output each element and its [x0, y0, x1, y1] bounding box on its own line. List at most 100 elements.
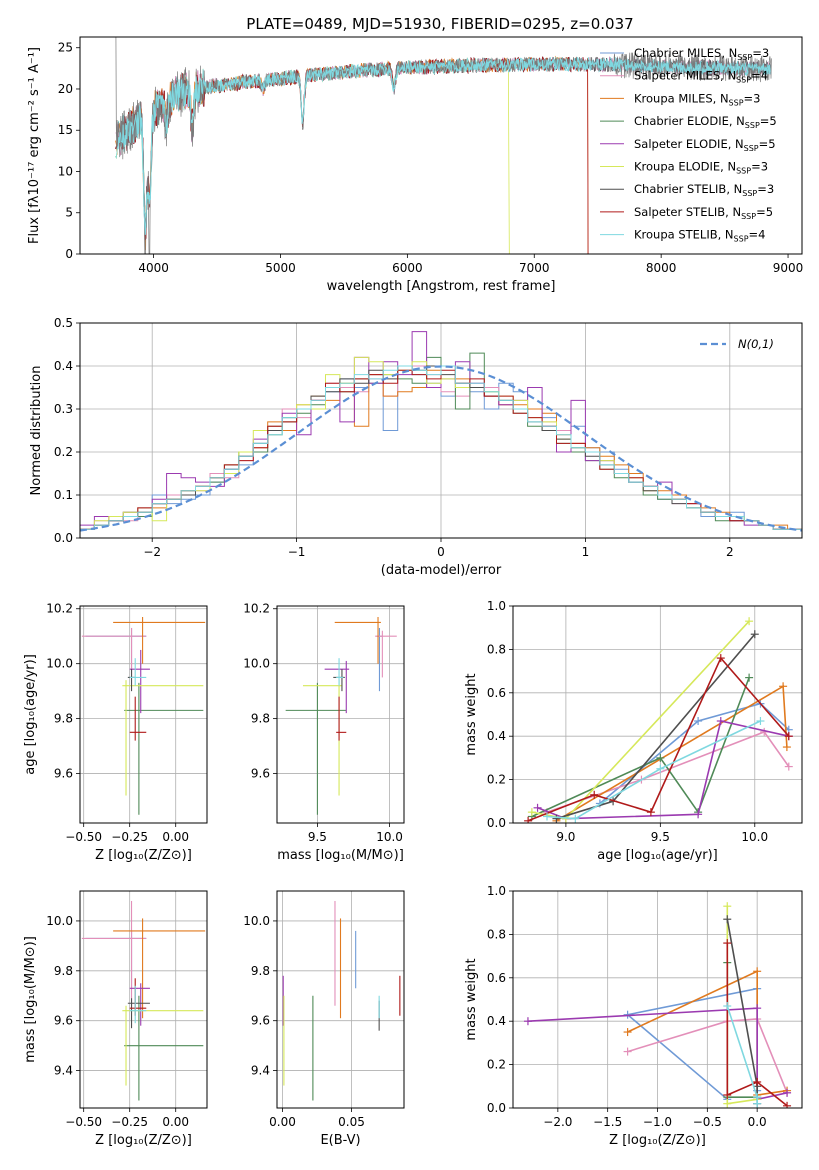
- errorbar-point: [124, 995, 204, 1101]
- y-tick-label: 9.8: [251, 964, 270, 978]
- weight-marker: [656, 764, 665, 773]
- weight-marker: [779, 682, 788, 691]
- weight-marker: [656, 753, 665, 762]
- legend-entry: Kroupa STELIB, NSSP=4: [634, 228, 765, 244]
- axes-frame: [276, 890, 405, 1109]
- y-tick-label: 0.2: [487, 1058, 506, 1072]
- x-tick-label: −0.5: [693, 1115, 722, 1129]
- x-axis-label: E(B-V): [320, 1133, 360, 1148]
- y-tick-label: 9.6: [251, 1014, 270, 1028]
- axes-frame: [276, 605, 405, 824]
- y-tick-label: 10.0: [46, 914, 73, 928]
- weight-marker: [523, 1017, 532, 1026]
- y-tick-label: 5: [65, 206, 73, 220]
- errorbar-point: [324, 660, 350, 714]
- y-tick-label: 0.6: [487, 971, 506, 985]
- errorbar-point: [122, 680, 204, 796]
- x-tick-label: 2: [726, 545, 734, 559]
- weight-line-salpeter-stelib: [726, 943, 788, 1107]
- y-tick-label: 0.4: [487, 729, 506, 743]
- y-tick-label: 15: [58, 123, 73, 137]
- panel-age_vs_Z: −0.50 −0.25 0.00 9.6 9.8 10.0 10.2 Z [log₁₀(Z/Z…: [23, 602, 208, 863]
- y-axis-label: mass [log₁₀(M/M⊙)]: [23, 936, 38, 1063]
- y-tick-label: 10.2: [46, 602, 73, 616]
- x-tick-label: 0.00: [269, 1115, 296, 1129]
- errorbar-point: [375, 630, 397, 678]
- y-axis-label: age [log₁₀(age/yr)]: [23, 654, 38, 775]
- weight-marker: [723, 1090, 732, 1099]
- gaussian-curve: [80, 365, 802, 532]
- errorbar-point: [336, 696, 347, 741]
- legend-entry: Chabrier MILES, NSSP=3: [634, 46, 769, 62]
- legend-entry: Chabrier STELIB, NSSP=3: [634, 182, 774, 198]
- weight-marker: [527, 808, 536, 817]
- y-tick-label: 1.0: [487, 884, 506, 898]
- axes-frame: [79, 605, 208, 824]
- weight-marker: [533, 803, 542, 812]
- weight-marker: [753, 1099, 762, 1108]
- x-axis-label: mass [log₁₀(M/M⊙)]: [277, 848, 404, 863]
- figure-title: PLATE=0489, MJD=51930, FIBERID=0295, z=0…: [246, 15, 633, 33]
- panel-spectrum: 4000 5000 6000 7000 8000 9000 0 5 10 15 20 25 wavele…: [27, 36, 804, 294]
- x-tick-label: 0.05: [338, 1115, 365, 1129]
- histogram-kroupa-stelib: [80, 365, 802, 530]
- x-tick-label: 9.5: [651, 830, 670, 844]
- weight-marker: [745, 617, 754, 626]
- weight-marker: [552, 814, 561, 823]
- x-axis-label: Z [log₁₀(Z/Z⊙)]: [95, 848, 192, 863]
- x-tick-label: 10.0: [741, 830, 768, 844]
- y-tick-label: 1.0: [487, 599, 506, 613]
- errorbar-point: [124, 682, 204, 815]
- weight-marker: [571, 814, 580, 823]
- y-tick-label: 10.0: [243, 657, 270, 671]
- y-tick-label: 0.2: [54, 445, 73, 459]
- legend-entry: N(0,1): [738, 337, 774, 351]
- y-tick-label: 9.4: [54, 1064, 73, 1078]
- errorbar-point: [336, 658, 344, 686]
- errorbar-point: [113, 918, 206, 1019]
- weight-line-salpeter-elodie: [527, 1007, 788, 1101]
- legend-entry: Chabrier ELODIE, NSSP=5: [634, 114, 777, 130]
- x-tick-label: 9000: [773, 261, 804, 275]
- weight-marker: [716, 654, 725, 663]
- weight-marker: [783, 1088, 792, 1097]
- y-tick-label: 9.8: [54, 712, 73, 726]
- errorbar-point: [113, 616, 206, 664]
- y-tick-label: 10.0: [46, 657, 73, 671]
- plot-area: [115, 37, 772, 254]
- x-axis-label: (data-model)/error: [381, 563, 502, 578]
- weight-marker: [723, 902, 732, 911]
- weight-marker: [524, 816, 533, 823]
- weight-line-kroupa-stelib: [546, 720, 761, 820]
- y-tick-label: 0.2: [487, 773, 506, 787]
- plot-area: [523, 902, 792, 1108]
- y-tick-label: 0.0: [487, 1101, 506, 1115]
- weight-marker: [756, 717, 765, 726]
- x-tick-label: 0.0: [748, 1115, 767, 1129]
- weight-marker: [623, 1028, 632, 1037]
- x-tick-label: 9.5: [308, 830, 327, 844]
- x-tick-label: 10.0: [376, 830, 403, 844]
- y-tick-label: 0.8: [487, 927, 506, 941]
- panel-weight_vs_age: 9.0 9.5 10.0 0.0 0.2 0.4 0.6 0.8 1.0 age [log₁₀(a…: [464, 599, 803, 863]
- weight-marker: [694, 810, 703, 819]
- errorbar-point: [129, 658, 147, 686]
- y-tick-label: 25: [58, 41, 73, 55]
- errorbar-point: [127, 998, 150, 1029]
- plot-area: [285, 616, 397, 815]
- y-tick-label: 9.6: [54, 1014, 73, 1028]
- weight-marker: [723, 915, 732, 924]
- y-tick-label: 0.0: [487, 816, 506, 830]
- y-tick-label: 9.8: [54, 964, 73, 978]
- histogram-salpeter-elodie: [80, 331, 802, 530]
- x-tick-label: −1.0: [643, 1115, 672, 1129]
- weight-marker: [783, 1101, 792, 1108]
- x-tick-label: −0.50: [65, 1115, 102, 1129]
- weight-marker: [716, 717, 725, 726]
- x-tick-label: 7000: [519, 261, 550, 275]
- plot-area: [80, 331, 802, 532]
- plot-area: [81, 616, 206, 815]
- x-tick-label: −0.25: [111, 830, 148, 844]
- axes-frame: [79, 322, 803, 539]
- panel-mass_vs_EBV: 0.00 0.05 9.4 9.6 9.8 10.0 E(B-V): [243, 890, 405, 1148]
